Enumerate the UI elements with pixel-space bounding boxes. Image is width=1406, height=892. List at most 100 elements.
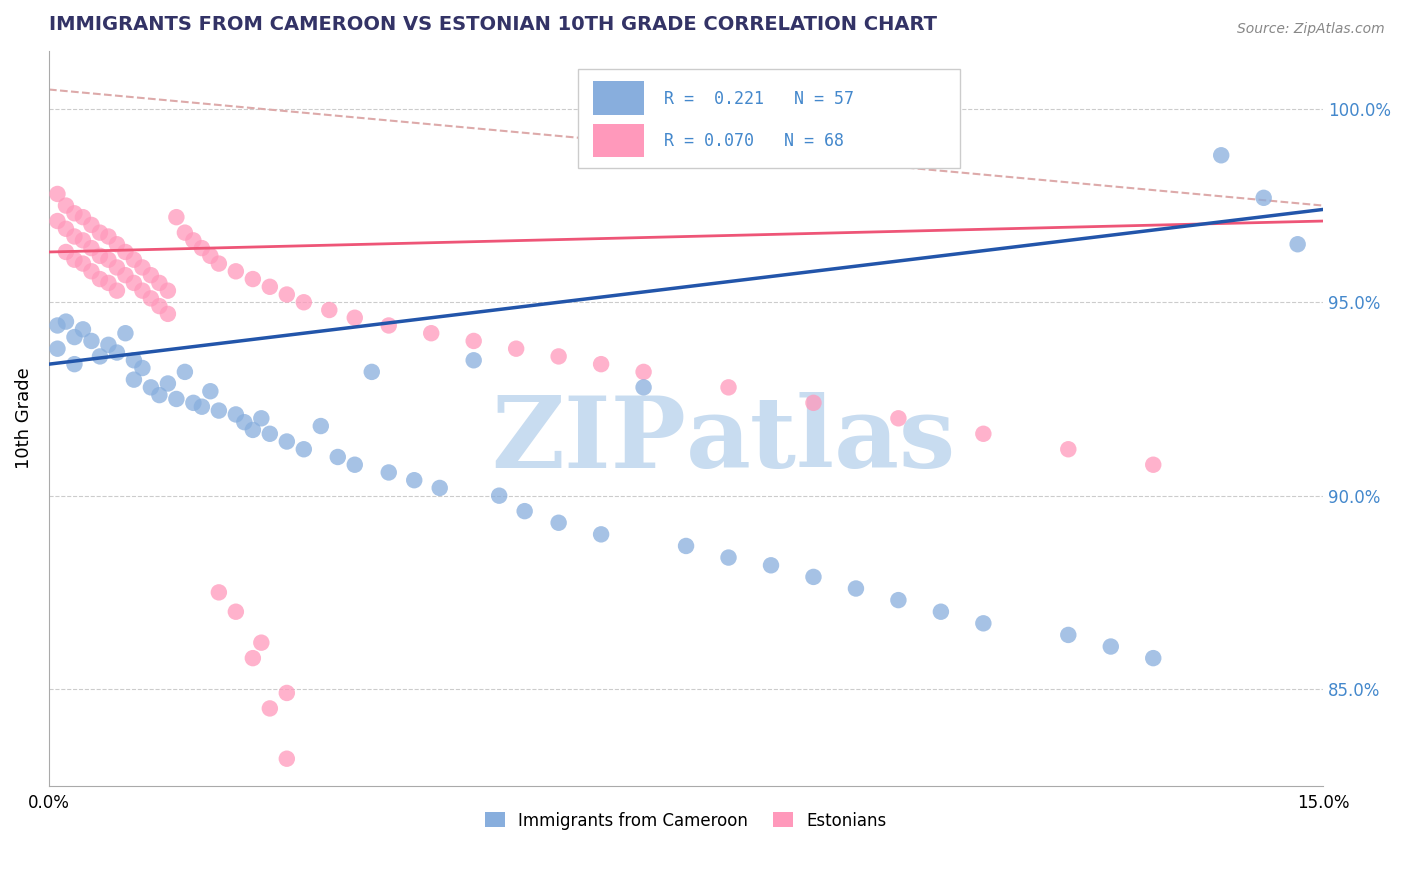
Point [97,229,120,244]
Point [46,318,69,333]
Point [225,408,247,422]
Point [156,307,179,321]
Point [717,380,740,394]
Text: R =  0.221   N = 57: R = 0.221 N = 57 [665,89,855,108]
Point [97,252,120,267]
Point [80,218,103,232]
Text: Source: ZipAtlas.com: Source: ZipAtlas.com [1237,22,1385,37]
Point [887,411,910,425]
Point [404,473,426,487]
Point [972,616,994,631]
Point [63,206,86,220]
Point [191,241,214,255]
Point [173,365,195,379]
Point [183,396,205,410]
Point [139,268,162,283]
Point [929,605,952,619]
Point [360,365,382,379]
Point [114,326,136,341]
Point [1057,628,1080,642]
Point [233,415,256,429]
FancyBboxPatch shape [593,124,644,157]
Point [105,284,128,298]
Point [717,550,740,565]
Point [972,426,994,441]
Point [122,373,145,387]
Point [309,419,332,434]
Point [165,210,187,224]
Point [156,376,179,391]
Point [80,264,103,278]
Point [63,330,86,344]
Point [292,295,315,310]
Point [276,686,298,700]
Point [72,256,94,270]
Point [200,384,222,399]
FancyBboxPatch shape [593,81,644,115]
Text: IMMIGRANTS FROM CAMEROON VS ESTONIAN 10TH GRADE CORRELATION CHART: IMMIGRANTS FROM CAMEROON VS ESTONIAN 10T… [49,15,936,34]
Point [429,481,451,495]
Text: ZIP: ZIP [491,392,686,489]
Point [72,233,94,247]
Point [131,284,153,298]
Point [208,256,231,270]
Point [105,260,128,275]
Point [591,527,613,541]
Point [191,400,214,414]
Point [1057,442,1080,457]
Point [131,260,153,275]
Point [148,388,170,402]
Point [208,403,231,417]
Point [547,350,569,364]
Point [318,303,340,318]
Point [208,585,231,599]
Point [1211,148,1233,162]
Y-axis label: 10th Grade: 10th Grade [15,368,32,469]
Point [55,198,77,212]
Point [55,315,77,329]
Point [759,558,782,573]
Point [148,276,170,290]
Point [887,593,910,607]
Point [1253,191,1275,205]
Point [276,434,298,449]
Point [1099,640,1122,654]
Point [165,392,187,406]
Text: atlas: atlas [686,392,956,489]
Point [148,299,170,313]
Text: R = 0.070   N = 68: R = 0.070 N = 68 [665,132,845,150]
Point [55,221,77,235]
Point [46,342,69,356]
Point [547,516,569,530]
Point [46,214,69,228]
Point [122,252,145,267]
Point [131,361,153,376]
Point [72,210,94,224]
Point [156,284,179,298]
Point [675,539,697,553]
Point [377,466,399,480]
Point [377,318,399,333]
Point [122,276,145,290]
Point [173,226,195,240]
Point [463,353,485,368]
Point [845,582,868,596]
Point [463,334,485,348]
Point [259,280,281,294]
Point [89,272,111,286]
Point [225,605,247,619]
Point [63,357,86,371]
Point [292,442,315,457]
Point [89,249,111,263]
Point [1286,237,1309,252]
Point [276,287,298,301]
Point [200,249,222,263]
Point [46,186,69,201]
Point [343,310,366,325]
Point [89,350,111,364]
Point [505,342,527,356]
Point [250,411,273,425]
Legend: Immigrants from Cameroon, Estonians: Immigrants from Cameroon, Estonians [478,805,894,836]
Point [225,264,247,278]
Point [420,326,443,341]
